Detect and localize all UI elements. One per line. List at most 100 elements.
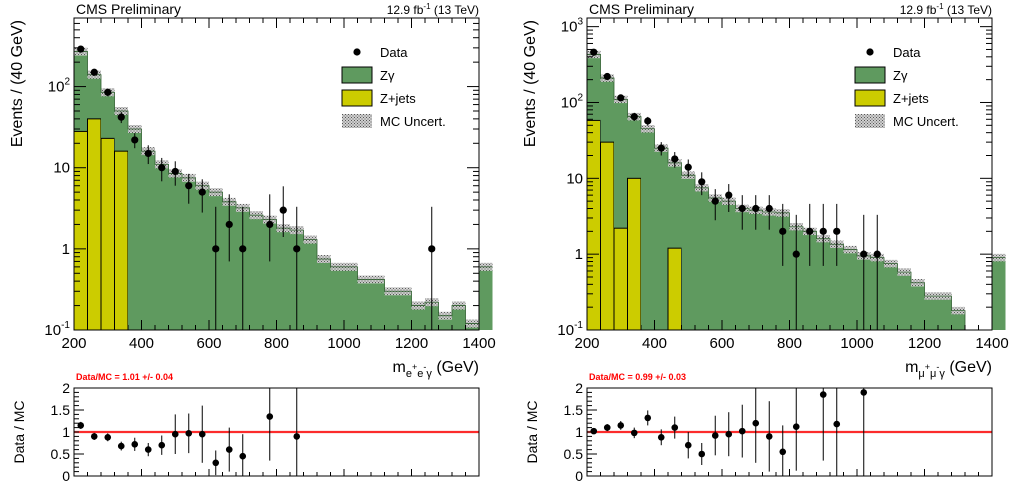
zgamma-bin <box>816 238 830 330</box>
zgamma-outline <box>586 54 1006 331</box>
zgamma-bin <box>843 249 857 330</box>
data-point <box>657 144 665 152</box>
ratio-y-axis-title: Data / MC <box>524 400 540 463</box>
ratio-y-tick-label: 2 <box>62 380 70 396</box>
ratio-y-tick-label: 1.5 <box>51 402 71 418</box>
cms-label: CMS Preliminary <box>76 1 181 17</box>
zgamma-bin <box>195 185 209 330</box>
ratio-y-tick-label: 1 <box>62 424 70 440</box>
zgamma-bin <box>344 266 358 330</box>
cms-label: CMS Preliminary <box>589 1 694 17</box>
zgamma-bin <box>897 272 911 330</box>
x-tick-label: 1200 <box>395 335 428 352</box>
data-point <box>698 178 706 186</box>
zjets-bin <box>73 130 88 331</box>
data-point <box>644 117 652 125</box>
data-point <box>212 245 220 253</box>
zgamma-bin <box>398 291 412 330</box>
data-point <box>752 204 760 213</box>
ratio-point <box>212 459 220 467</box>
ratio-point <box>239 452 247 460</box>
x-tick-label: 1400 <box>462 335 495 352</box>
zgamma-bin <box>951 310 965 330</box>
zgamma-bin <box>249 215 263 330</box>
y-axis-title: Events / (40 GeV) <box>522 20 539 147</box>
ratio-point <box>698 450 706 458</box>
ratio-y-tick-label: 0 <box>62 468 70 484</box>
zgamma-bin <box>357 279 371 330</box>
y-axis-title: Events / (40 GeV) <box>9 20 26 147</box>
x-axis-title: me+e-γ (GeV) <box>393 359 479 380</box>
legend-label-uncert: MC Uncert. <box>893 114 959 129</box>
data-point <box>630 113 638 121</box>
ratio-point <box>738 427 746 435</box>
zjets-bin <box>667 247 682 331</box>
zgamma-bin <box>452 305 466 330</box>
data-point <box>171 167 179 176</box>
ratio-y-tick-label: 0.5 <box>51 446 71 462</box>
histogram-stack <box>73 47 493 331</box>
ratio-summary: Data/MC = 1.01 +/- 0.04 <box>76 372 173 382</box>
zgamma-bin <box>911 282 925 330</box>
ratio-point <box>590 427 598 435</box>
zgamma-bin <box>884 263 898 330</box>
data-point <box>779 227 787 235</box>
ratio-point <box>603 424 611 431</box>
data-point <box>279 206 287 214</box>
zgamma-bin <box>168 173 182 330</box>
x-tick-label: 200 <box>61 335 86 352</box>
zjets-bin <box>600 141 615 331</box>
zjets-bin <box>87 118 102 331</box>
x-tick-label: 1400 <box>975 335 1008 352</box>
zgamma-bin <box>708 198 722 330</box>
zgamma-bin <box>735 208 749 330</box>
ratio-point <box>90 433 98 440</box>
zgamma-bin <box>695 187 709 330</box>
zgamma-bin <box>803 231 817 330</box>
data-point <box>725 191 733 199</box>
legend-label-zjets: Z+jets <box>380 91 416 106</box>
zgamma-bin <box>654 148 668 330</box>
y-tick-label: 102 <box>48 77 71 96</box>
legend-zgamma-swatch <box>854 66 886 84</box>
data-point <box>711 197 719 205</box>
data-point <box>185 182 193 190</box>
histogram-stack <box>586 50 1006 331</box>
x-tick-label: 1200 <box>908 335 941 352</box>
zgamma-bin <box>384 291 398 330</box>
zgamma-bin <box>776 212 790 330</box>
zgamma-bin <box>762 211 776 330</box>
ratio-point <box>104 433 112 441</box>
ratio-y-tick-label: 0 <box>575 468 583 484</box>
legend-label-data: Data <box>893 45 921 60</box>
data-point <box>293 245 301 253</box>
zgamma-bin <box>303 239 317 330</box>
ratio-point <box>833 420 841 428</box>
x-tick-label: 400 <box>642 335 667 352</box>
legend-zjets-swatch <box>341 89 373 107</box>
data-point <box>158 164 166 172</box>
zgamma-bin <box>938 296 952 330</box>
data-points <box>77 45 436 330</box>
legend-uncert-swatch <box>342 114 372 128</box>
ratio-y-tick-label: 1 <box>575 424 583 440</box>
ratio-point <box>630 429 638 437</box>
zgamma-bin <box>749 210 763 330</box>
ratio-point <box>185 430 193 437</box>
ratio-point <box>144 446 152 453</box>
ratio-point <box>860 389 868 396</box>
zgamma-bin <box>155 164 169 330</box>
lumi-label: 12.9 fb-1 (13 TeV) <box>387 2 479 17</box>
legend-data-marker <box>353 48 361 56</box>
x-tick-label: 800 <box>264 335 289 352</box>
data-point <box>428 245 436 253</box>
x-tick-label: 1000 <box>840 335 873 352</box>
ratio-point <box>752 419 760 427</box>
lumi-label: 12.9 fb-1 (13 TeV) <box>900 2 992 17</box>
zjets-bin <box>613 227 628 331</box>
ratio-point <box>171 430 179 438</box>
y-tick-label: 1 <box>62 241 70 258</box>
ratio-summary: Data/MC = 0.99 +/- 0.03 <box>589 372 686 382</box>
zgamma-bin <box>641 128 655 330</box>
